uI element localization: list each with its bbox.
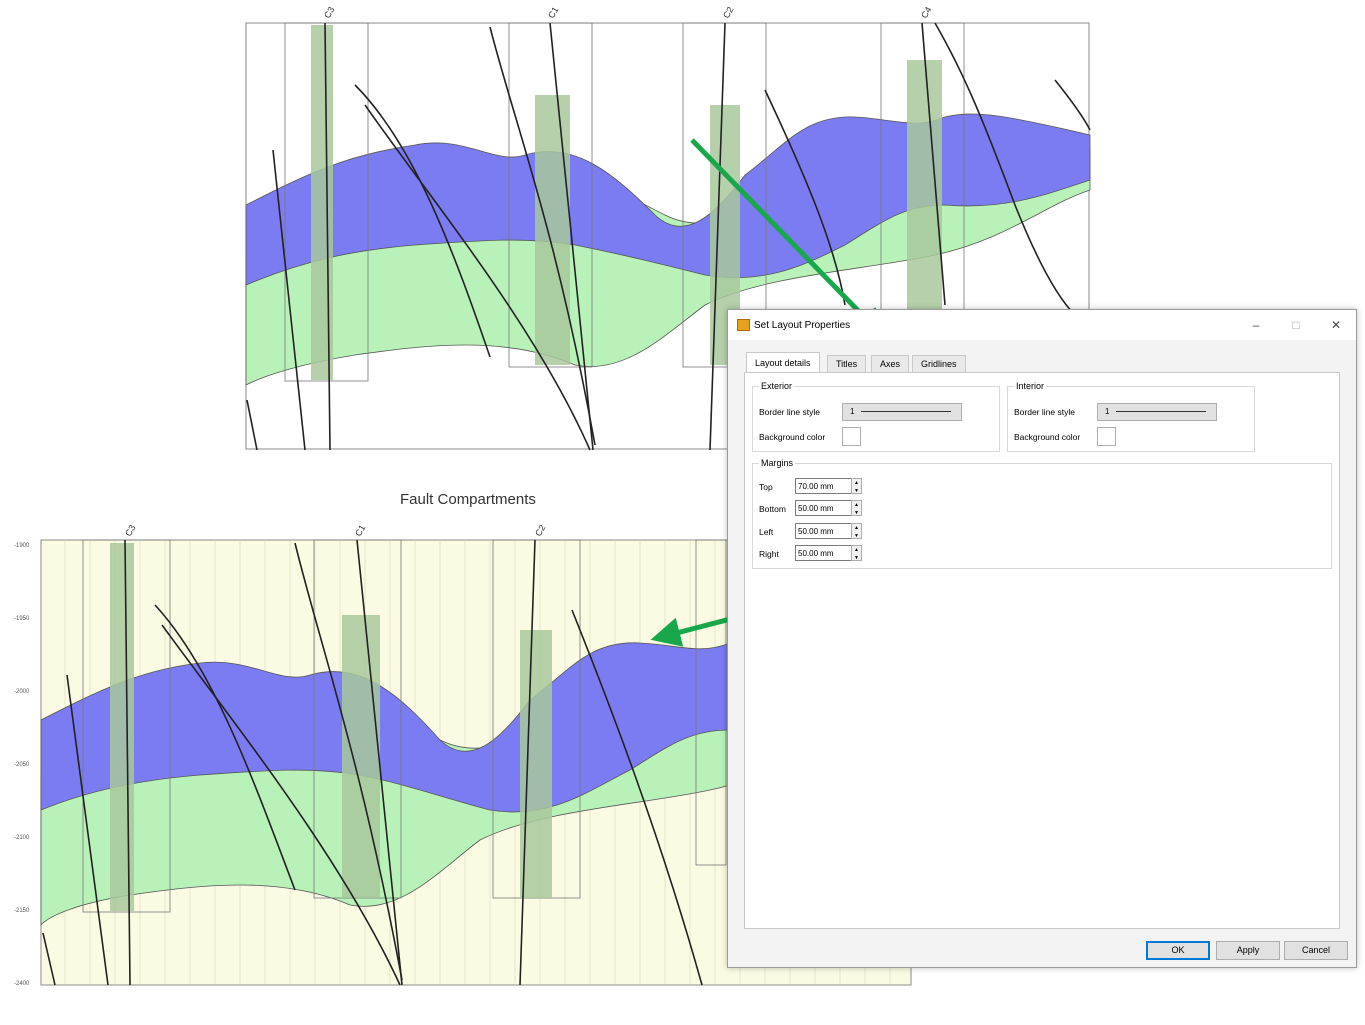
margin-bottom-input[interactable]	[795, 500, 853, 516]
minimize-button[interactable]: –	[1252, 318, 1260, 332]
maximize-button[interactable]: □	[1292, 318, 1300, 332]
spin-arrows-icon[interactable]: ▲ ▼	[851, 545, 862, 561]
svg-text:-2100: -2100	[14, 835, 30, 841]
set-layout-properties-dialog: Set Layout Properties – □ ✕ Layout detai…	[727, 309, 1357, 968]
ok-button[interactable]: OK	[1146, 941, 1210, 960]
margin-bottom-label: Bottom	[759, 504, 786, 514]
margin-left-stepper[interactable]: ▲▼	[795, 523, 863, 539]
figure-title: Fault Compartments	[400, 491, 536, 508]
dialog-title: Set Layout Properties	[754, 320, 851, 331]
svg-text:-2050: -2050	[14, 762, 30, 768]
cancel-button[interactable]: Cancel	[1284, 941, 1348, 960]
svg-text:C2: C2	[721, 5, 735, 20]
fault-lines	[246, 22, 1091, 451]
exterior-background-color-label: Background color	[759, 432, 826, 442]
well-c3-log	[284, 22, 369, 451]
margin-top-label: Top	[759, 482, 773, 492]
fault-lines	[42, 542, 703, 986]
exterior-group: Exterior Border line style 1 Background …	[752, 381, 1000, 452]
margins-label: Margins	[759, 458, 796, 468]
spin-arrows-icon[interactable]: ▲ ▼	[851, 523, 862, 539]
interior-border-line-style-value: 1	[1105, 407, 1110, 416]
interior-background-color-label: Background color	[1014, 432, 1081, 442]
svg-text:C3: C3	[322, 5, 336, 20]
interior-border-line-style-label: Border line style	[1014, 407, 1075, 417]
dialog-titlebar: Set Layout Properties – □ ✕	[728, 310, 1356, 340]
margin-left-input[interactable]	[795, 523, 853, 539]
well-markers: C3 C1 C2 C4	[322, 5, 933, 20]
interior-group: Interior Border line style 1 Background …	[1007, 381, 1255, 452]
well-c2-log	[492, 539, 581, 986]
svg-text:C4: C4	[919, 5, 933, 20]
svg-text:-2000: -2000	[14, 689, 30, 695]
interior-label: Interior	[1014, 381, 1047, 391]
svg-text:C1: C1	[353, 523, 367, 538]
svg-text:-2400: -2400	[14, 981, 30, 987]
well-c3-log	[82, 539, 171, 986]
svg-text:-1950: -1950	[14, 616, 30, 622]
close-button[interactable]: ✕	[1330, 318, 1342, 332]
exterior-border-line-style-select[interactable]: 1	[842, 403, 962, 421]
layout-details-panel: Exterior Border line style 1 Background …	[744, 372, 1340, 929]
margin-top-input[interactable]	[795, 478, 853, 494]
margin-top-stepper[interactable]: ▲▼	[795, 478, 863, 494]
svg-text:C1: C1	[546, 5, 560, 20]
well-c1-log	[313, 539, 403, 986]
margin-left-label: Left	[759, 527, 774, 537]
interior-background-color-swatch[interactable]	[1097, 427, 1116, 446]
app-icon	[737, 319, 750, 331]
spin-arrows-icon[interactable]: ▲ ▼	[851, 478, 862, 494]
axis-tick-labels: -1900 -1950 -2000 -2050 -2100 -2150 -2400	[14, 543, 30, 987]
well-c4-log	[880, 22, 965, 314]
tab-titles[interactable]: Titles	[827, 355, 867, 373]
margin-right-label: Right	[759, 549, 779, 559]
exterior-border-line-style-label: Border line style	[759, 407, 820, 417]
svg-text:-1900: -1900	[14, 543, 30, 549]
tab-layout-details[interactable]: Layout details	[746, 352, 820, 373]
apply-button[interactable]: Apply	[1216, 941, 1280, 960]
svg-text:-2150: -2150	[14, 908, 30, 914]
well-c4-log	[695, 539, 727, 866]
well-markers: C3 C1 C2	[123, 523, 547, 538]
line-style-preview	[861, 411, 951, 412]
top-cross-section: C3 C1 C2 C4	[245, 5, 1091, 451]
line-style-preview	[1116, 411, 1206, 412]
well-c1-log	[508, 22, 594, 451]
tab-gridlines[interactable]: Gridlines	[912, 355, 966, 373]
svg-text:C2: C2	[533, 523, 547, 538]
interior-border-line-style-select[interactable]: 1	[1097, 403, 1217, 421]
exterior-label: Exterior	[759, 381, 795, 391]
margin-bottom-stepper[interactable]: ▲▼	[795, 500, 863, 516]
tab-axes[interactable]: Axes	[871, 355, 910, 373]
spin-arrows-icon[interactable]: ▲ ▼	[851, 500, 862, 516]
margins-group: Margins Top ▲▼ Bottom ▲▼ Left ▲▼ Right ▲…	[752, 458, 1332, 569]
exterior-border-line-style-value: 1	[850, 407, 855, 416]
exterior-background-color-swatch[interactable]	[842, 427, 861, 446]
svg-text:C3: C3	[123, 523, 137, 538]
layer-upper-blue	[245, 113, 1091, 286]
margin-right-stepper[interactable]: ▲▼	[795, 545, 863, 561]
margin-right-input[interactable]	[795, 545, 853, 561]
